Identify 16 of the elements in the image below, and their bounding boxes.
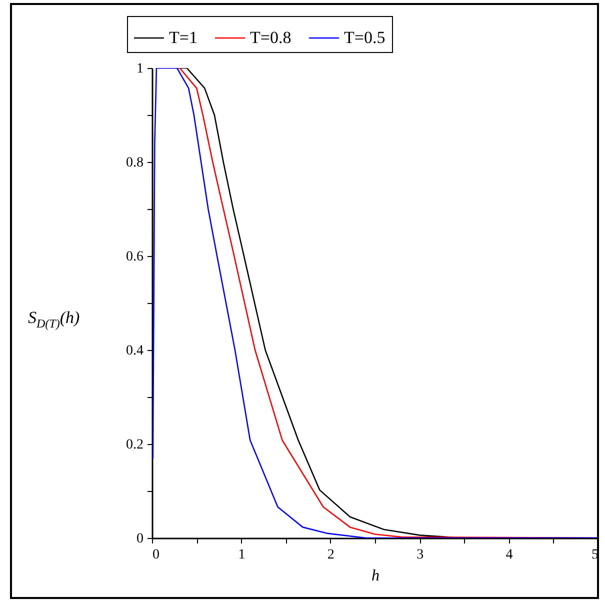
x-tick-label: 1 (238, 548, 246, 562)
y-axis-title: S$_{D(T)}$(h) (28, 308, 80, 332)
x-tick-label: 4 (506, 548, 513, 562)
x-axis-title: h (372, 568, 380, 584)
x-tick-label: 3 (416, 548, 424, 562)
y-tick-label: 1 (136, 62, 144, 76)
legend-label: T=0.8 (250, 28, 292, 47)
y-tick-label: 0.6 (126, 250, 144, 264)
x-tick-label: 0 (152, 548, 160, 562)
legend-label: T=0.5 (344, 28, 386, 47)
y-tick-label: 0.8 (126, 156, 144, 170)
legend-label: T=1 (169, 28, 198, 47)
y-tick-label: 0.2 (126, 438, 144, 452)
y-tick-label: 0.4 (126, 344, 144, 358)
y-tick-label: 0 (136, 532, 144, 546)
x-tick-label: 2 (327, 548, 334, 562)
